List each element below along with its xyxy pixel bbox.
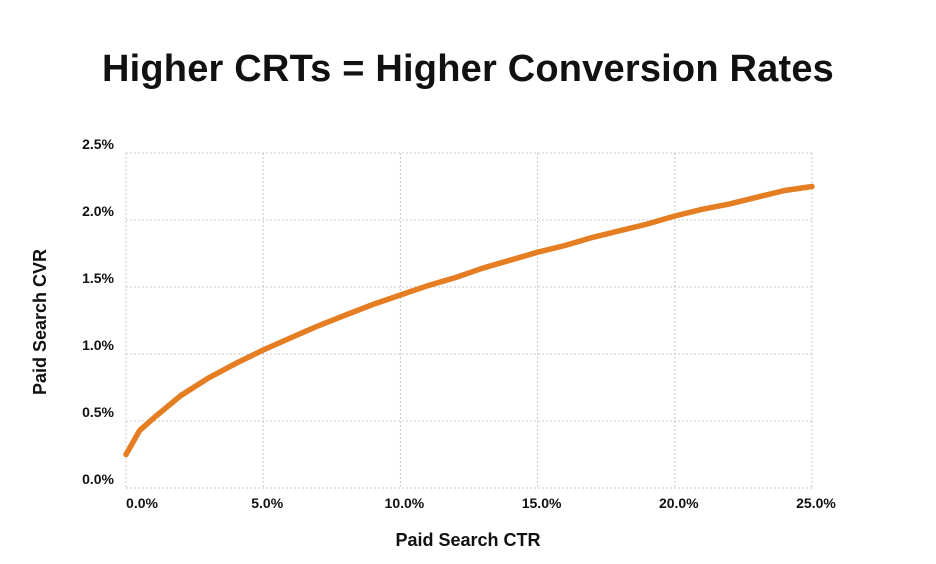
x-tick-label: 25.0% bbox=[796, 495, 836, 511]
x-axis-ticks: 0.0% 5.0% 10.0% 15.0% 20.0% 25.0% bbox=[126, 495, 836, 511]
y-tick-label: 0.5% bbox=[82, 404, 114, 420]
y-tick-label: 0.0% bbox=[82, 471, 114, 487]
grid bbox=[125, 152, 813, 489]
y-tick-label: 1.0% bbox=[82, 337, 114, 353]
y-axis-title: Paid Search CVR bbox=[30, 249, 50, 395]
x-tick-label: 0.0% bbox=[126, 495, 158, 511]
y-axis-ticks: 0.0% 0.5% 1.0% 1.5% 2.0% 2.5% bbox=[82, 136, 114, 487]
x-tick-label: 10.0% bbox=[385, 495, 425, 511]
y-tick-label: 2.5% bbox=[82, 136, 114, 152]
x-axis-title: Paid Search CTR bbox=[395, 530, 540, 550]
y-tick-label: 2.0% bbox=[82, 203, 114, 219]
x-tick-label: 5.0% bbox=[251, 495, 283, 511]
series-line bbox=[123, 183, 815, 458]
y-tick-label: 1.5% bbox=[82, 270, 114, 286]
x-tick-label: 15.0% bbox=[522, 495, 562, 511]
chart-title: Higher CRTs = Higher Conversion Rates bbox=[101, 48, 835, 90]
x-tick-label: 20.0% bbox=[659, 495, 699, 511]
